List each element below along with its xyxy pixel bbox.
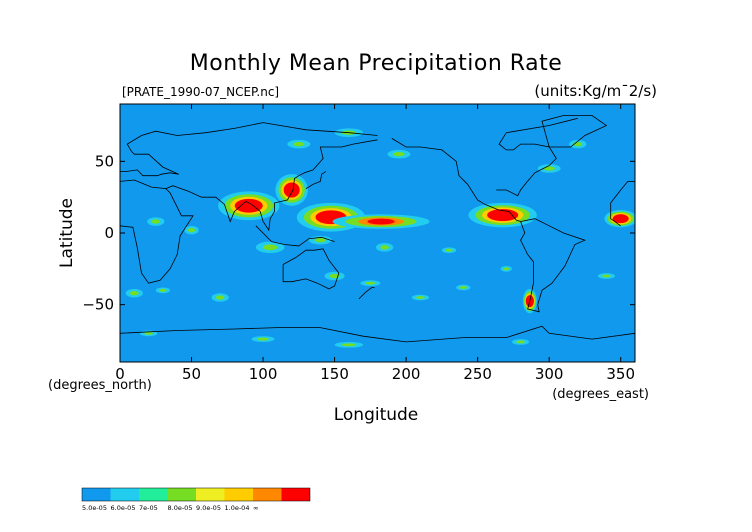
- coastline-africa: [120, 179, 194, 284]
- coastline-japan: [305, 171, 327, 189]
- coastline-asia_s: [165, 139, 378, 232]
- plot-background: [120, 104, 635, 362]
- x-axis-title: Longitude: [334, 405, 419, 425]
- precip-region-band: [487, 209, 519, 222]
- precip-patch-core: [187, 227, 196, 233]
- x-axis: 0 50 100 150 200 250 300 350: [115, 104, 635, 383]
- coastline-greenland: [541, 115, 608, 148]
- precip-patch-core: [215, 295, 225, 300]
- precip-patch-core: [159, 288, 167, 292]
- precip-patch-core: [393, 152, 405, 157]
- precip-patch-core: [151, 219, 161, 224]
- y-axis: −50 0 50: [82, 152, 635, 314]
- precip-patch-core: [543, 166, 555, 171]
- precip-patch-core: [329, 273, 340, 279]
- x-tick-label: 150: [320, 365, 349, 383]
- colorbar-swatch: [253, 488, 282, 501]
- plot-area: [120, 104, 635, 362]
- precip-patch-core: [516, 340, 525, 344]
- colorbar: 5.0e-05 6.0e-05 7e-05 8.0e-05 9.0e-05 1.0e-04…: [81, 487, 311, 512]
- x-tick-label: 300: [535, 365, 564, 383]
- coastline-america_n: [391, 138, 521, 222]
- x-tick-label: 350: [606, 365, 635, 383]
- colorbar-label: 5.0e-05: [82, 504, 107, 512]
- precip-region: [604, 210, 635, 228]
- y-axis-title: Latitude: [57, 198, 77, 268]
- precip-patch-core: [130, 291, 139, 296]
- y-tick-label: 50: [95, 152, 114, 170]
- colorbar-swatch: [224, 488, 253, 501]
- precip-patch-core: [263, 244, 278, 251]
- colorbar-label: 7e-05: [139, 504, 158, 512]
- colorbar-swatch: [82, 488, 111, 501]
- colorbar-swatch: [110, 488, 139, 501]
- chart-subtitle-left: [PRATE_1990-07_NCEP.nc]: [122, 85, 279, 99]
- coastline-america_ne: [496, 117, 578, 197]
- y-tick-label: 0: [104, 224, 114, 242]
- precip-patch-core: [365, 281, 376, 285]
- colorbar-label: 6.0e-05: [111, 504, 136, 512]
- precip-patch-core: [459, 286, 467, 289]
- precip-regions: [125, 128, 635, 348]
- chart-subtitle-right: (units:Kg/m¯2/s): [534, 82, 657, 100]
- x-tick-label: 250: [463, 365, 492, 383]
- precip-region: [332, 214, 430, 229]
- precip-patch-core: [314, 238, 326, 243]
- precip-patch-core: [144, 331, 153, 335]
- coastline-europe: [120, 122, 378, 177]
- coastline-america_s: [520, 218, 587, 313]
- precip-region-band: [283, 182, 300, 198]
- precip-patch-core: [380, 245, 389, 250]
- colorbar-label: 1.0e-04: [225, 504, 250, 512]
- precip-patch-core: [257, 337, 269, 341]
- precip-region: [218, 191, 280, 221]
- colorbar-swatch: [139, 488, 168, 501]
- x-tick-label: 0: [115, 365, 125, 383]
- chart-title: Monthly Mean Precipitation Rate: [190, 51, 562, 76]
- precip-region: [275, 174, 308, 206]
- x-unit-label: (degrees_east): [552, 387, 649, 402]
- coastlines: [120, 115, 635, 343]
- precip-patch-core: [503, 267, 510, 271]
- precip-region-band: [234, 198, 263, 213]
- y-tick-label: −50: [82, 296, 114, 314]
- precip-patch-core: [445, 248, 453, 252]
- colorbar-frame: [81, 487, 311, 502]
- coastline-indonesia: [255, 225, 335, 247]
- colorbar-label: ∞: [253, 504, 258, 512]
- coastline-australia: [282, 248, 340, 290]
- x-tick-label: 100: [249, 365, 278, 383]
- x-tick-label: 200: [392, 365, 421, 383]
- precip-region: [468, 202, 537, 228]
- colorbar-swatch: [167, 488, 196, 501]
- colorbar-label: 8.0e-05: [168, 504, 193, 512]
- precip-patch-core: [341, 343, 357, 347]
- coastline-nz: [358, 287, 375, 300]
- colorbar-swatch: [196, 488, 225, 501]
- x-tick-label: 50: [182, 365, 201, 383]
- precip-region-band: [367, 218, 395, 225]
- precip-region-band: [612, 214, 629, 224]
- y-unit-label: (degrees_north): [48, 378, 152, 393]
- precip-patch-core: [602, 274, 611, 278]
- coastline-africa_w: [610, 181, 635, 227]
- precip-patch-core: [416, 296, 425, 299]
- colorbar-swatch: [281, 488, 310, 501]
- colorbar-label: 9.0e-05: [196, 504, 221, 512]
- precip-patch-core: [293, 141, 305, 147]
- coastline-antarctica: [120, 325, 635, 343]
